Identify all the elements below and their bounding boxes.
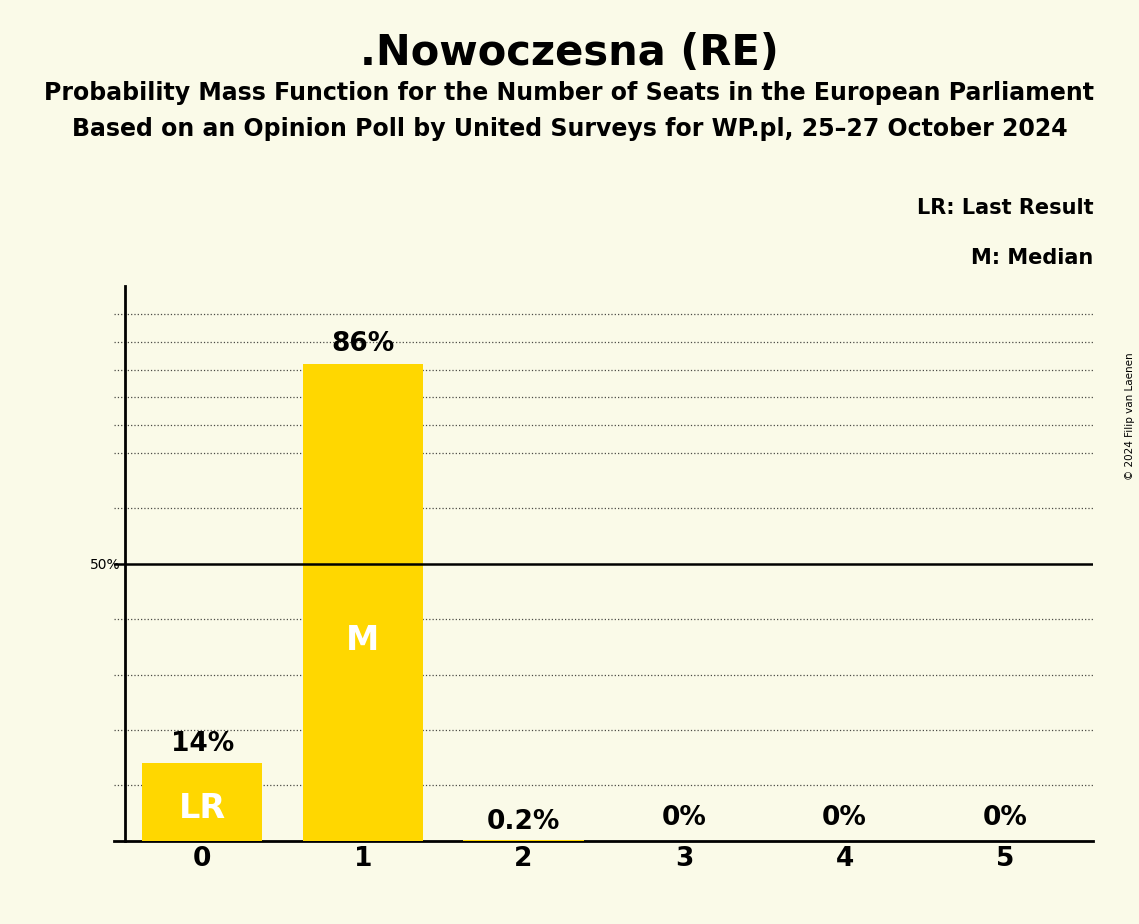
Text: LR: Last Result: LR: Last Result (917, 198, 1093, 218)
Text: Probability Mass Function for the Number of Seats in the European Parliament: Probability Mass Function for the Number… (44, 81, 1095, 105)
Bar (303, 364, 423, 841)
Bar (142, 763, 262, 841)
Text: LR: LR (179, 792, 226, 825)
Text: 0%: 0% (662, 805, 706, 831)
Text: © 2024 Filip van Laenen: © 2024 Filip van Laenen (1125, 352, 1134, 480)
Text: 14%: 14% (171, 731, 233, 757)
Text: 0%: 0% (822, 805, 867, 831)
Bar (464, 840, 583, 841)
Text: 0.2%: 0.2% (486, 809, 560, 835)
Text: Based on an Opinion Poll by United Surveys for WP.pl, 25–27 October 2024: Based on an Opinion Poll by United Surve… (72, 117, 1067, 141)
Text: 0%: 0% (983, 805, 1027, 831)
Text: .Nowoczesna (RE): .Nowoczesna (RE) (360, 32, 779, 74)
Text: 86%: 86% (331, 332, 394, 358)
Text: M: Median: M: Median (972, 248, 1093, 268)
Text: M: M (346, 624, 379, 657)
